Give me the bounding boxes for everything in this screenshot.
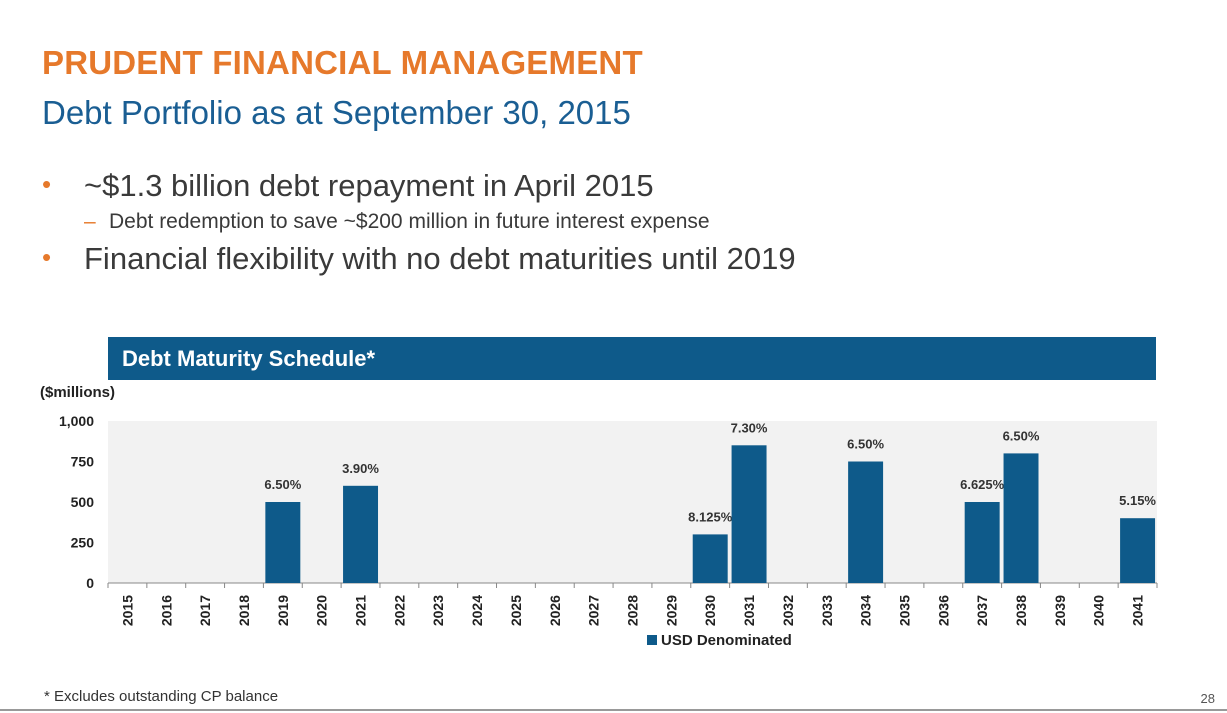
sub-bullet-marker: – [84,210,96,233]
bullet-marker: • [42,242,52,272]
x-tick-label: 2035 [896,595,912,626]
x-tick-label: 2020 [314,595,330,626]
x-tick-label: 2033 [819,595,835,626]
bar [692,534,728,583]
data-label: 6.625% [960,477,1005,492]
bar [1120,518,1156,583]
x-tick-label: 2027 [586,595,602,626]
x-tick-label: 2029 [663,595,679,626]
y-axis-units-label: ($millions) [40,384,116,401]
data-label: 6.50% [264,477,301,492]
x-tick-label: 2021 [353,595,369,626]
x-tick-label: 2015 [119,595,135,626]
x-tick-label: 2038 [1013,595,1029,626]
x-tick-label: 2017 [197,595,213,626]
sub-bullet-debt-redemption: – Debt redemption to save ~$200 million i… [84,210,710,234]
x-tick-label: 2039 [1052,595,1068,626]
data-label: 5.15% [1119,493,1156,508]
x-tick-label: 2025 [508,595,524,626]
x-tick-label: 2024 [469,595,485,626]
data-label: 3.90% [342,461,379,476]
bullet-text: ~$1.3 billion debt repayment in April 20… [84,168,654,203]
bar [1003,453,1039,583]
bullet-marker: • [42,169,52,199]
y-tick-label: 1,000 [59,413,94,429]
x-tick-label: 2040 [1091,595,1107,626]
chart-title-banner: Debt Maturity Schedule* [108,337,1156,380]
bar [964,502,1000,583]
y-tick-label: 250 [71,535,95,551]
y-tick-label: 750 [71,454,95,470]
data-label: 6.50% [1003,428,1040,443]
x-tick-label: 2019 [275,595,291,626]
x-tick-label: 2034 [858,595,874,626]
legend-swatch [647,635,657,645]
y-tick-label: 0 [86,575,94,591]
bullet-financial-flexibility: • Financial flexibility with no debt matu… [42,241,796,277]
x-tick-label: 2028 [625,595,641,626]
x-tick-label: 2032 [780,595,796,626]
slide-title: PRUDENT FINANCIAL MANAGEMENT [42,44,643,81]
page-number: 28 [1200,691,1215,706]
bullet-text: Financial flexibility with no debt matur… [84,241,796,276]
x-tick-label: 2026 [547,595,563,626]
legend-label: USD Denominated [661,632,792,649]
x-tick-label: 2036 [935,595,951,626]
x-tick-label: 2023 [430,595,446,626]
x-tick-label: 2022 [391,595,407,626]
data-label: 8.125% [688,509,733,524]
x-tick-label: 2031 [741,595,757,626]
x-tick-label: 2030 [702,595,718,626]
bar [343,485,379,583]
slide-subtitle: Debt Portfolio as at September 30, 2015 [42,94,631,131]
footnote: * Excludes outstanding CP balance [44,688,279,705]
data-label: 7.30% [731,420,768,435]
bar [731,445,767,583]
x-tick-label: 2037 [974,595,990,626]
y-tick-label: 500 [71,494,95,510]
data-label: 6.50% [847,437,884,452]
x-tick-label: 2041 [1130,595,1146,626]
x-tick-label: 2018 [236,595,252,626]
bar [265,502,301,583]
bullet-debt-repayment: • ~$1.3 billion debt repayment in April 2… [42,168,654,204]
x-tick-label: 2016 [158,595,174,626]
bar [848,461,884,583]
sub-bullet-text: Debt redemption to save ~$200 million in… [109,210,710,233]
